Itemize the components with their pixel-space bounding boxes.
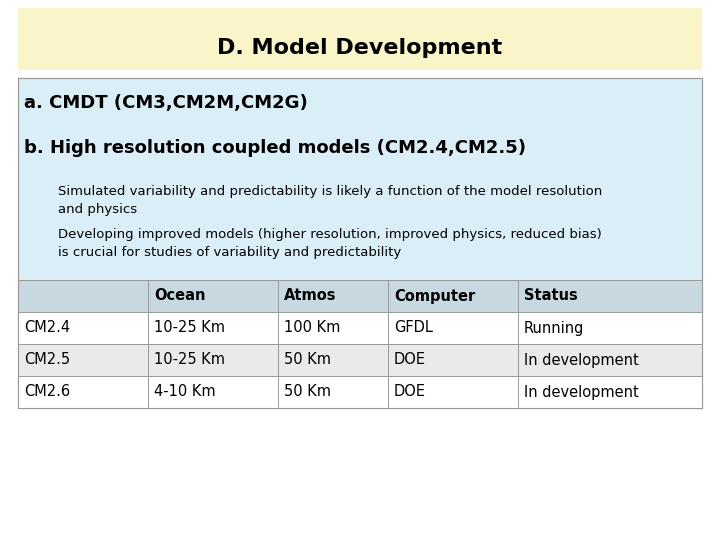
Text: Developing improved models (higher resolution, improved physics, reduced bias)
i: Developing improved models (higher resol… <box>58 228 602 259</box>
Text: GFDL: GFDL <box>394 321 433 335</box>
Text: D. Model Development: D. Model Development <box>217 38 503 58</box>
Text: b. High resolution coupled models (CM2.4,CM2.5): b. High resolution coupled models (CM2.4… <box>24 139 526 157</box>
Text: a. CMDT (CM3,CM2M,CM2G): a. CMDT (CM3,CM2M,CM2G) <box>24 94 307 112</box>
Text: Ocean: Ocean <box>154 288 205 303</box>
Text: In development: In development <box>524 353 639 368</box>
Text: 50 Km: 50 Km <box>284 384 331 400</box>
Bar <box>18 280 702 312</box>
Bar <box>18 312 702 344</box>
Text: Status: Status <box>524 288 577 303</box>
Text: Computer: Computer <box>394 288 475 303</box>
Text: DOE: DOE <box>394 384 426 400</box>
Text: In development: In development <box>524 384 639 400</box>
Bar <box>18 344 702 376</box>
Text: Atmos: Atmos <box>284 288 336 303</box>
Text: 10-25 Km: 10-25 Km <box>154 353 225 368</box>
Text: 100 Km: 100 Km <box>284 321 341 335</box>
Text: CM2.6: CM2.6 <box>24 384 70 400</box>
Text: Running: Running <box>524 321 585 335</box>
Bar <box>18 78 702 408</box>
Text: 50 Km: 50 Km <box>284 353 331 368</box>
Text: Simulated variability and predictability is likely a function of the model resol: Simulated variability and predictability… <box>58 185 602 216</box>
Bar <box>18 376 702 408</box>
Bar <box>18 78 702 408</box>
Text: CM2.5: CM2.5 <box>24 353 70 368</box>
Text: DOE: DOE <box>394 353 426 368</box>
Text: 10-25 Km: 10-25 Km <box>154 321 225 335</box>
Text: 4-10 Km: 4-10 Km <box>154 384 215 400</box>
Bar <box>18 8 702 70</box>
Text: CM2.4: CM2.4 <box>24 321 70 335</box>
